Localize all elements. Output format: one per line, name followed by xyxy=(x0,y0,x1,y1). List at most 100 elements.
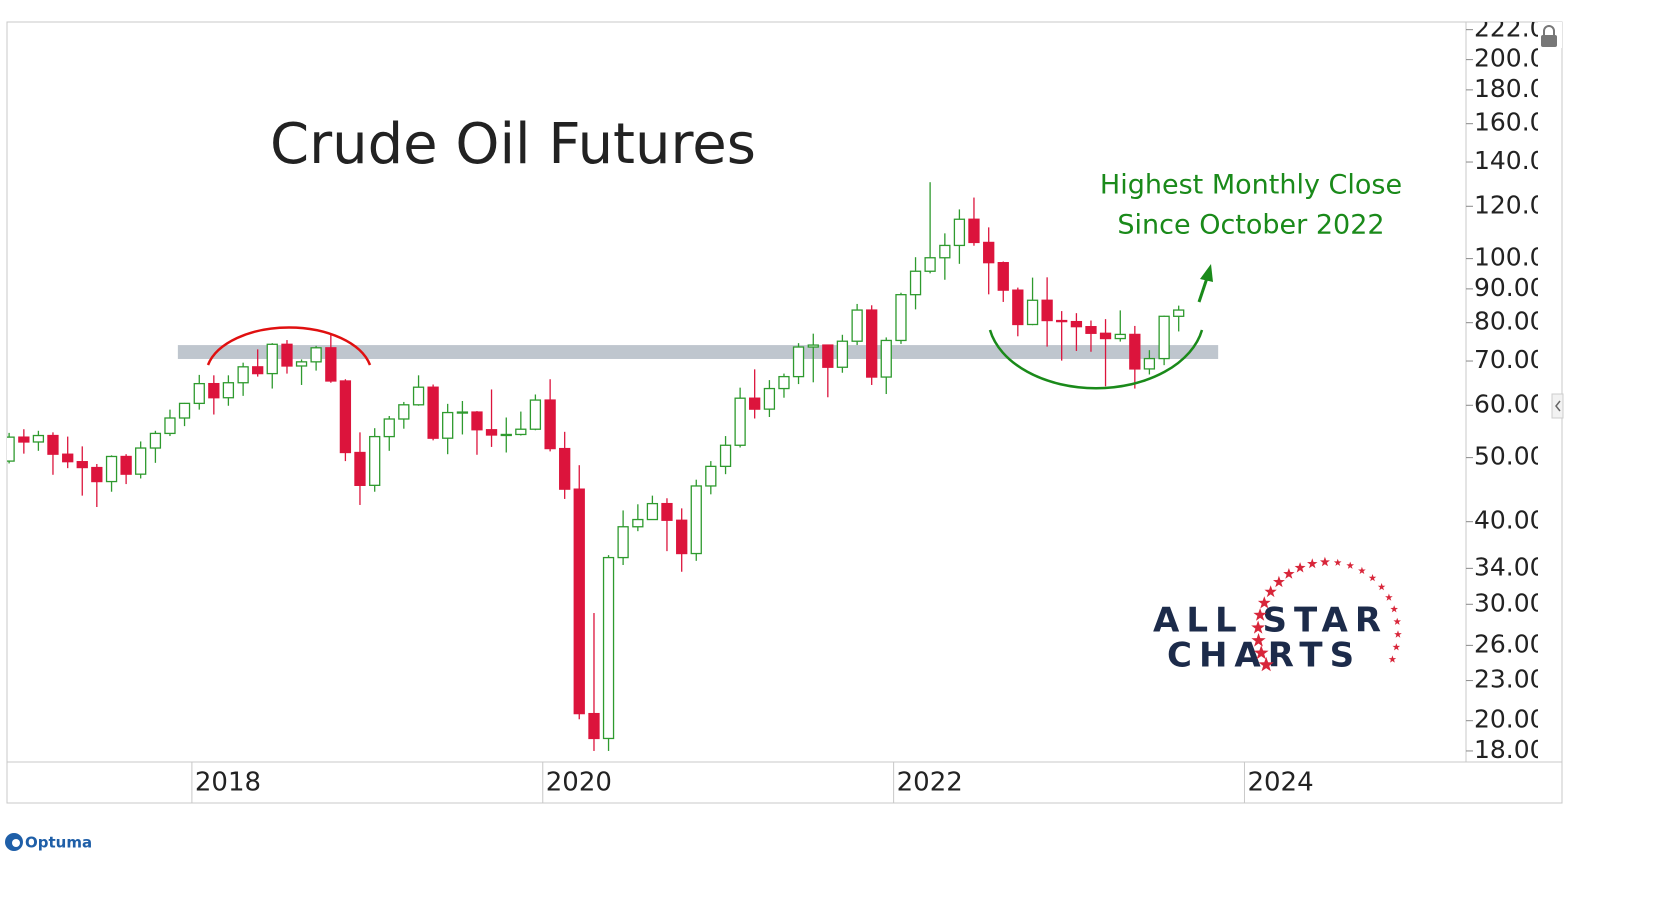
logo-star xyxy=(1388,655,1397,663)
candle-body xyxy=(1026,299,1039,326)
y-tick-label: 60.00 xyxy=(1474,389,1546,418)
logo: ALL STAR CHARTS xyxy=(1153,556,1402,676)
y-tick-label: 200.00 xyxy=(1474,44,1561,73)
candle-body xyxy=(763,387,776,410)
candle-body xyxy=(866,309,878,378)
candle xyxy=(617,510,629,565)
candle xyxy=(62,436,74,469)
candle xyxy=(339,379,352,462)
candle xyxy=(1173,305,1185,332)
band-layer xyxy=(177,345,1219,359)
candle-body xyxy=(325,347,337,382)
candle xyxy=(485,389,498,447)
candle xyxy=(398,401,410,429)
candle-body xyxy=(369,435,381,486)
arrow-shaft xyxy=(1197,277,1209,303)
candle-body xyxy=(266,343,278,375)
candle xyxy=(588,613,600,751)
lock-icon xyxy=(1538,22,1562,48)
y-tick-label: 26.00 xyxy=(1474,629,1546,658)
candle xyxy=(953,209,966,264)
candle xyxy=(866,305,878,385)
y-tick-label: 30.00 xyxy=(1474,588,1546,617)
logo-star xyxy=(1392,643,1401,651)
candle-body xyxy=(427,386,439,439)
candle xyxy=(749,369,761,419)
candle-body xyxy=(690,485,702,555)
logo-star xyxy=(1320,556,1330,567)
top-arc xyxy=(206,326,372,366)
x-tick-label: 2024 xyxy=(1247,768,1313,798)
candle-body xyxy=(997,262,1009,291)
candle xyxy=(135,441,147,479)
candle xyxy=(18,429,30,454)
candle-body xyxy=(646,502,659,521)
candle xyxy=(252,349,264,377)
candle-body xyxy=(222,382,235,399)
candle-body xyxy=(7,436,15,462)
candle xyxy=(281,340,293,374)
candle xyxy=(91,464,103,508)
logo-star xyxy=(1346,561,1354,569)
candle-body xyxy=(1012,289,1024,326)
y-tick-label: 222.00 xyxy=(1474,14,1561,43)
y-tick-label: 34.00 xyxy=(1474,552,1546,581)
candle xyxy=(602,555,615,751)
candle-body xyxy=(252,366,264,375)
x-tick-label: 2018 xyxy=(195,768,261,798)
candle xyxy=(983,227,995,295)
candle-body xyxy=(120,455,132,475)
candle-body xyxy=(295,361,308,367)
candle-body xyxy=(193,382,205,405)
candle-body xyxy=(851,309,863,342)
logo-star xyxy=(1385,593,1393,601)
collapse-button[interactable] xyxy=(1551,393,1564,419)
candle-body xyxy=(178,402,191,419)
y-tick-label: 40.00 xyxy=(1474,506,1546,535)
candle-body xyxy=(1070,320,1083,328)
logo-star xyxy=(1333,558,1342,566)
logo-star xyxy=(1294,562,1306,573)
candle-body xyxy=(1099,332,1112,340)
candle xyxy=(807,333,819,383)
candle-body xyxy=(953,218,966,247)
candle xyxy=(310,345,322,371)
candle xyxy=(1056,311,1068,361)
candle-body xyxy=(632,518,644,528)
bottom-arc xyxy=(988,329,1204,390)
candle-body xyxy=(822,344,834,368)
candle xyxy=(120,454,132,485)
candle xyxy=(734,387,746,448)
candle-body xyxy=(310,347,322,363)
candle xyxy=(456,401,469,435)
candle xyxy=(559,431,571,499)
candle xyxy=(646,495,659,521)
candle-body xyxy=(529,399,542,430)
candle xyxy=(193,374,205,410)
y-tick-label: 180.00 xyxy=(1474,74,1561,103)
candle xyxy=(1026,277,1039,326)
candle xyxy=(7,432,15,464)
candle xyxy=(909,257,922,310)
candle xyxy=(792,343,805,385)
candle xyxy=(222,375,235,406)
candle xyxy=(1041,277,1053,347)
candle-body xyxy=(807,344,819,348)
source-logo: Optuma xyxy=(5,833,92,852)
annotation: Since October 2022 xyxy=(1117,210,1384,241)
candle-body xyxy=(32,434,45,443)
candle xyxy=(208,375,220,415)
candle xyxy=(529,394,542,431)
candle xyxy=(427,384,439,441)
candle-body xyxy=(442,411,454,439)
candle xyxy=(47,432,59,475)
candle xyxy=(164,409,176,437)
logo-star xyxy=(1307,558,1318,569)
logo-star xyxy=(1377,583,1386,591)
candle xyxy=(32,430,45,451)
candle-body xyxy=(588,712,600,740)
logo-star xyxy=(1283,568,1295,579)
candle-body xyxy=(1173,309,1185,317)
candle xyxy=(851,303,863,346)
arrow-head xyxy=(1200,264,1213,282)
